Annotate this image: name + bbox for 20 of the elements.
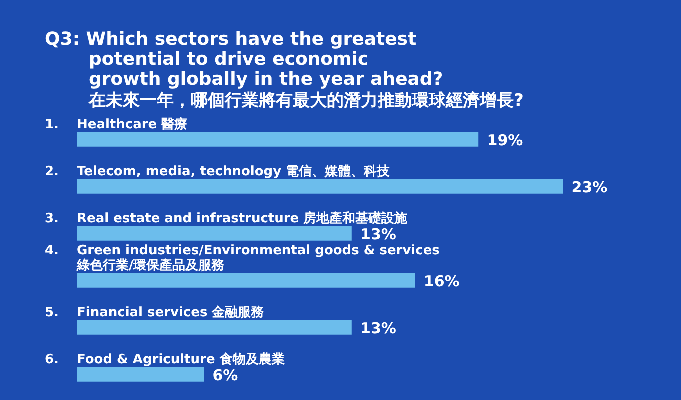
bar	[77, 179, 564, 194]
category-label: 1. Healthcare 醫療	[45, 118, 188, 132]
chart-subtitle: 在未來一年，哪個行業將有最大的潛力推動環球經濟增長?	[89, 91, 524, 111]
bar	[77, 320, 352, 335]
data-label: 23%	[572, 178, 608, 196]
data-label: 13%	[360, 319, 396, 338]
category-label: 4. Green industries/Environmental goods & services 綠色行業/環保產品及服務	[45, 244, 440, 274]
bar	[77, 226, 352, 241]
data-label: 16%	[424, 272, 460, 290]
chart-title: Q3: Which sectors have the greatest potential to drive economic growth globally in the year ahead?	[45, 29, 444, 90]
category-label: 6. Food & Agriculture 食物及農業	[45, 352, 285, 368]
bar	[77, 132, 479, 147]
data-label: 6%	[212, 366, 238, 384]
category-label: 3. Real estate and infrastructure 房地產和基礎設施	[45, 212, 408, 226]
bar	[77, 273, 416, 288]
data-label: 19%	[487, 131, 524, 150]
category-label: 5. Financial services 金融服務	[45, 306, 264, 320]
data-label: 13%	[360, 225, 396, 244]
bar	[77, 367, 204, 382]
category-label: 2. Telecom, media, technology 電信、媒體、科技	[45, 164, 390, 180]
